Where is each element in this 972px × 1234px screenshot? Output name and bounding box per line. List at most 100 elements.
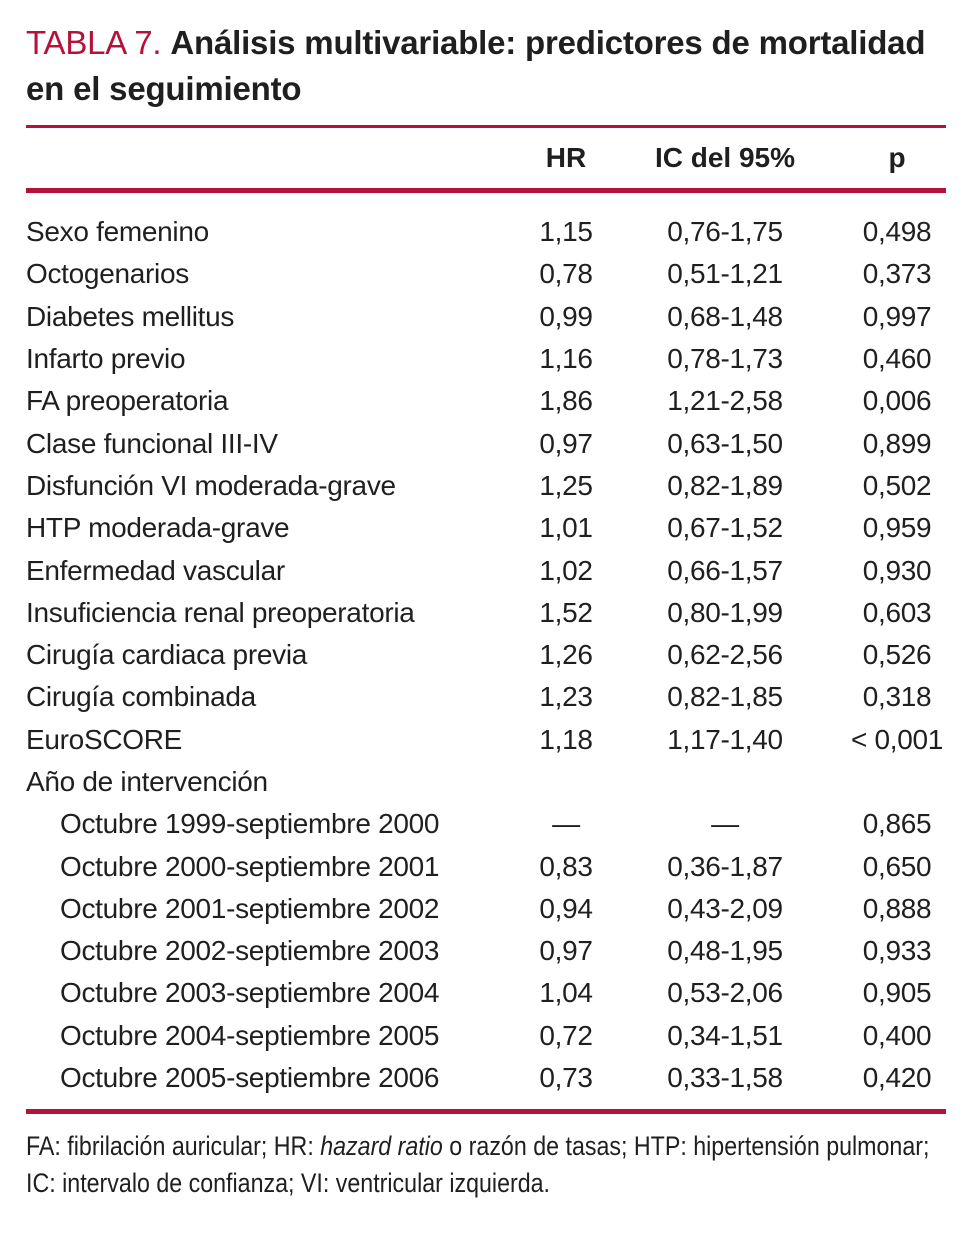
row-hr-value: 1,26 [539,639,593,671]
rule-above-footnote [26,1109,946,1115]
row-hr-value: 0,97 [539,427,593,459]
row-ci-value: 0,68-1,48 [667,300,783,332]
row-ci-value: 0,34-1,51 [667,1019,783,1051]
table-row: Disfunción VI moderada-grave 1,25 0,82-1… [26,465,946,507]
row-p-value: 0,650 [862,850,932,882]
table-figure: TABLA 7. Análisis multivariable: predicto… [26,20,946,1202]
table-title-text: Análisis multivariable: predictores de m… [26,24,926,107]
table-row: Enfermedad vascular 1,02 0,66-1,57 0,930 [26,549,946,591]
row-label: Insuficiencia renal preoperatoria [26,596,415,628]
row-hr-value: 0,83 [539,850,593,882]
row-hr-value: 0,97 [539,935,593,967]
table-row: Sexo femenino 1,15 0,76-1,75 0,498 [26,211,946,253]
header-p: p [888,142,906,173]
row-ci-value: 0,80-1,99 [667,596,783,628]
row-ci-value: 1,21-2,58 [667,385,783,417]
row-ci-value: 0,78-1,73 [667,343,783,375]
row-label: EuroSCORE [26,723,183,755]
table-row: Octubre 1999-septiembre 2000 — — 0,865 [26,803,946,845]
row-label: FA preoperatoria [26,385,229,417]
row-label: Diabetes mellitus [26,300,235,332]
row-hr-value: 1,86 [539,385,593,417]
table-footnote: FA: fibrilación auricular; HR: hazard ra… [26,1128,946,1202]
row-p-value: 0,865 [862,808,932,840]
row-hr-value: 0,94 [539,892,593,924]
row-hr-value: — [552,808,580,840]
row-ci-value: 0,82-1,85 [667,681,783,713]
row-ci-value: 0,33-1,58 [667,1062,783,1094]
row-ci-value: 0,53-2,06 [667,977,783,1009]
rule-below-title [26,125,946,128]
row-p-value: 0,997 [862,300,932,332]
header-ci: IC del 95% [654,142,796,173]
row-label: Octubre 2000-septiembre 2001 [60,850,440,882]
row-hr-value: 1,02 [539,554,593,586]
row-p-value: 0,460 [862,343,932,375]
table-row: EuroSCORE 1,18 1,17-1,40 < 0,001 [26,719,946,761]
row-ci-value: 0,82-1,89 [667,469,783,501]
row-ci-value: 0,76-1,75 [667,216,783,248]
row-label: Octubre 1999-septiembre 2000 [60,808,440,840]
row-label: Octubre 2001-septiembre 2002 [60,892,440,924]
row-label: Enfermedad vascular [26,554,285,586]
row-label: Infarto previo [26,343,186,375]
header-hr: HR [545,142,587,173]
row-label: Octubre 2004-septiembre 2005 [60,1019,440,1051]
row-p-value: 0,888 [862,892,932,924]
row-hr-value: 1,25 [539,469,593,501]
table-title: TABLA 7. Análisis multivariable: predicto… [26,20,946,112]
row-ci-value: 0,67-1,52 [667,512,783,544]
row-label: Cirugía combinada [26,681,256,713]
row-label: HTP moderada-grave [26,512,290,544]
table-row: Octubre 2002-septiembre 2003 0,97 0,48-1… [26,930,946,972]
row-label: Octubre 2002-septiembre 2003 [60,935,440,967]
row-p-value: 0,006 [862,385,932,417]
table-row: FA preoperatoria 1,86 1,21-2,58 0,006 [26,380,946,422]
row-ci-value: 0,43-2,09 [667,892,783,924]
row-p-value: < 0,001 [850,723,944,755]
row-hr-value: 0,99 [539,300,593,332]
row-p-value: 0,502 [862,469,932,501]
table-row: Octubre 2003-septiembre 2004 1,04 0,53-2… [26,972,946,1014]
row-hr-value: 0,78 [539,258,593,290]
table-row: Diabetes mellitus 0,99 0,68-1,48 0,997 [26,296,946,338]
table-row: Octubre 2005-septiembre 2006 0,73 0,33-1… [26,1057,946,1099]
table-row: Octubre 2000-septiembre 2001 0,83 0,36-1… [26,845,946,887]
footnote-italic-term: hazard ratio [320,1131,443,1162]
footnote-text: FA: fibrilación auricular; HR: [26,1131,321,1162]
row-label: Año de intervención [26,766,268,797]
table-row: Infarto previo 1,16 0,78-1,73 0,460 [26,338,946,380]
table-row: Octubre 2001-septiembre 2002 0,94 0,43-2… [26,888,946,930]
table-header-row: HR IC del 95% p [26,128,946,188]
row-p-value: 0,933 [862,935,932,967]
table-row: Cirugía cardiaca previa 1,26 0,62-2,56 0… [26,634,946,676]
row-p-value: 0,373 [862,258,932,290]
row-hr-value: 1,01 [539,512,593,544]
row-p-value: 0,930 [862,554,932,586]
table-row: Año de intervención [26,761,946,803]
row-ci-value: 0,36-1,87 [667,850,783,882]
row-p-value: 0,498 [862,216,932,248]
row-hr-value: 1,23 [539,681,593,713]
row-label: Octogenarios [26,258,189,290]
row-ci-value: 0,63-1,50 [667,427,783,459]
row-label: Disfunción VI moderada-grave [26,469,396,501]
row-ci-value: 0,51-1,21 [667,258,783,290]
row-p-value: 0,959 [862,512,932,544]
row-label: Octubre 2003-septiembre 2004 [60,977,440,1009]
row-label: Sexo femenino [26,216,209,248]
row-label: Octubre 2005-septiembre 2006 [60,1062,440,1094]
table-row: Cirugía combinada 1,23 0,82-1,85 0,318 [26,676,946,718]
row-ci-value: 0,66-1,57 [667,554,783,586]
row-hr-value: 1,52 [539,596,593,628]
row-ci-value: 0,48-1,95 [667,935,783,967]
rule-below-header [26,188,946,193]
table-row: Octogenarios 0,78 0,51-1,21 0,373 [26,253,946,295]
row-hr-value: 1,16 [539,343,593,375]
row-hr-value: 1,15 [539,216,593,248]
row-ci-value: 0,62-2,56 [667,639,783,671]
row-label: Clase funcional III-IV [26,427,278,459]
row-hr-value: 1,04 [539,977,593,1009]
footnote-text: o razón de tasas; HTP: hipertensión pulm… [26,1131,930,1199]
table-body: Sexo femenino 1,15 0,76-1,75 0,498 Octog… [26,193,946,1109]
